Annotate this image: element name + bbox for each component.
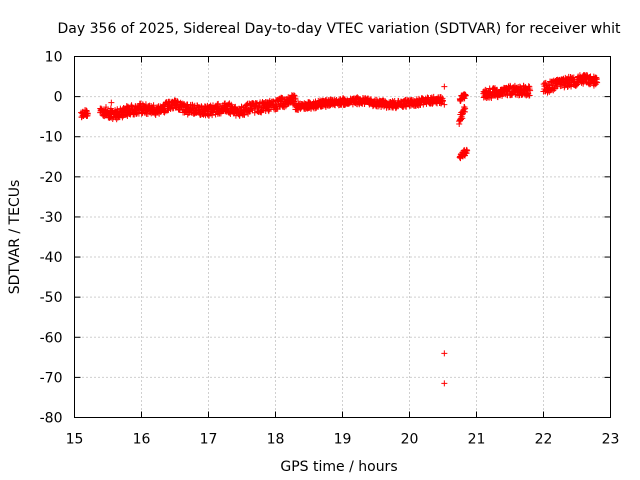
y-tick-label: -30 <box>40 210 63 226</box>
x-axis-label: GPS time / hours <box>280 459 397 475</box>
data-points <box>78 72 601 387</box>
data-point <box>83 107 90 114</box>
x-tick-label: 15 <box>66 432 84 448</box>
x-axis-ticks: 15 16 17 18 19 20 21 22 23 <box>66 56 620 448</box>
data-point-outlier <box>441 350 448 357</box>
x-tick-label: 17 <box>200 432 218 448</box>
x-tick-label: 16 <box>133 432 151 448</box>
data-point-outlier <box>108 99 115 106</box>
data-point <box>459 115 466 122</box>
x-tick-label: 20 <box>401 432 419 448</box>
data-point <box>456 120 463 127</box>
chart-title: Day 356 of 2025, Sidereal Day-to-day VTE… <box>58 21 621 37</box>
data-point <box>209 112 216 119</box>
x-tick-label: 18 <box>267 432 285 448</box>
y-tick-label: 0 <box>54 90 63 106</box>
data-point <box>482 86 489 93</box>
y-tick-label: -10 <box>40 130 63 146</box>
data-point <box>257 108 264 115</box>
y-tick-label: -70 <box>40 370 63 386</box>
data-point <box>594 79 601 86</box>
x-tick-label: 21 <box>468 432 486 448</box>
y-tick-label: -60 <box>40 330 63 346</box>
data-point <box>84 110 91 117</box>
y-tick-label: -20 <box>40 170 63 186</box>
data-point <box>290 92 297 99</box>
x-tick-label: 22 <box>535 432 553 448</box>
data-point <box>150 102 157 109</box>
y-axis-label: SDTVAR / TECUs <box>7 180 23 295</box>
data-point <box>525 83 532 90</box>
data-point <box>409 97 416 104</box>
x-tick-label: 19 <box>334 432 352 448</box>
data-point <box>292 96 299 103</box>
data-point <box>462 105 469 112</box>
y-tick-label: -80 <box>40 411 63 427</box>
data-point <box>464 147 471 154</box>
data-point-outlier <box>441 380 448 387</box>
data-point-outlier <box>441 83 448 90</box>
y-tick-label: -50 <box>40 290 63 306</box>
data-point-outlier <box>441 101 448 108</box>
data-point <box>114 106 121 113</box>
x-tick-label: 23 <box>602 432 620 448</box>
y-tick-label: -40 <box>40 250 63 266</box>
grid-lines <box>74 56 611 418</box>
y-tick-label: 10 <box>45 50 63 66</box>
data-point <box>440 97 446 104</box>
y-axis-ticks: 10 0 -10 -20 -30 -40 -50 -60 -70 -80 <box>40 50 611 427</box>
data-point <box>462 92 469 99</box>
data-point <box>527 87 534 94</box>
